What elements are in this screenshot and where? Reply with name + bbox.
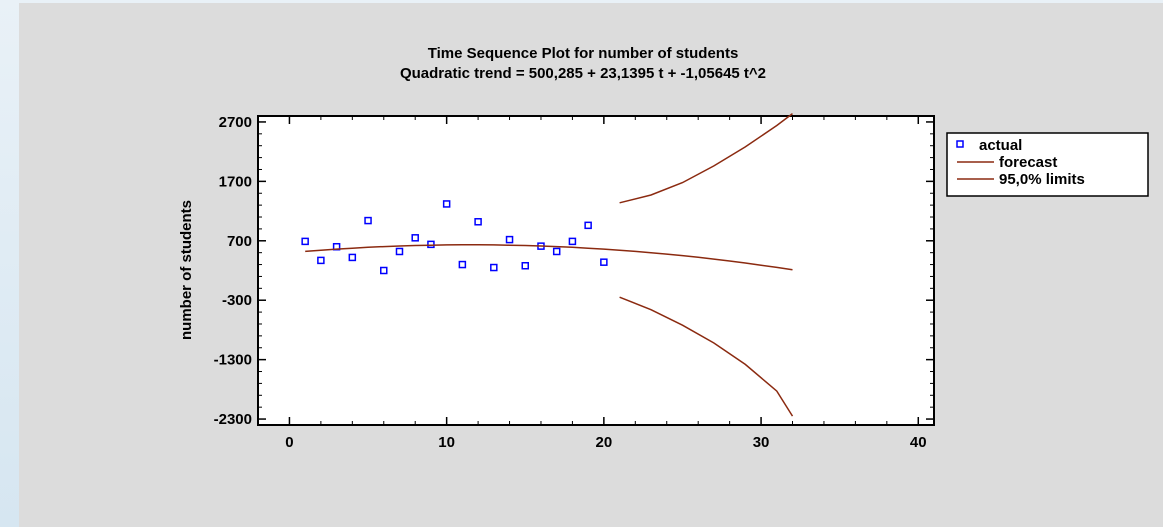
legend-label-forecast: forecast: [999, 154, 1057, 171]
series-line-1: [305, 244, 793, 271]
series-line-3: [619, 296, 794, 417]
data-point: [411, 234, 419, 242]
series-line-2: [619, 113, 793, 204]
data-point: [427, 240, 435, 249]
y-tick-labels: 2700 1700 700 -300 -1300 -2300: [214, 114, 252, 428]
x-tick-labels: 0 10 20 30 40: [285, 434, 926, 451]
x-tick-label: 0: [285, 434, 293, 451]
chart-title: Time Sequence Plot for number of student…: [428, 45, 739, 62]
data-point: [552, 247, 561, 256]
chart-panel: Time Sequence Plot for number of student…: [19, 3, 1163, 527]
y-axis-label: number of students: [178, 200, 195, 340]
data-point: [301, 237, 309, 246]
chart: Time Sequence Plot for number of student…: [178, 45, 1149, 451]
legend-label-limits: 95,0% limits: [999, 171, 1085, 188]
data-point: [584, 221, 592, 230]
data-point: [364, 216, 372, 225]
y-tick-label: 2700: [219, 114, 252, 131]
y-tick-label: -2300: [214, 411, 252, 428]
legend-marker-actual: [956, 140, 964, 148]
y-tick-label: 700: [227, 233, 252, 250]
legend: actual forecast 95,0% limits: [946, 132, 1149, 197]
x-tick-label: 30: [753, 434, 770, 451]
data-point: [317, 256, 325, 265]
series-layer: [301, 113, 794, 417]
legend-label-actual: actual: [979, 137, 1022, 154]
data-point: [380, 266, 388, 275]
data-point: [600, 258, 608, 266]
data-point: [442, 200, 451, 208]
plot-area: [257, 115, 935, 426]
data-point: [568, 237, 577, 246]
x-tick-label: 20: [596, 434, 613, 451]
y-tick-label: -300: [222, 292, 252, 309]
data-point: [490, 263, 498, 272]
data-point: [395, 247, 404, 256]
axis-ticks: [258, 116, 934, 425]
legend-box: [946, 132, 1149, 197]
x-tick-label: 40: [910, 434, 927, 451]
y-tick-label: -1300: [214, 352, 252, 369]
data-point: [458, 260, 467, 269]
x-tick-label: 10: [438, 434, 455, 451]
data-point: [521, 261, 530, 270]
chart-subtitle: Quadratic trend = 500,285 + 23,1395 t + …: [400, 65, 766, 82]
data-point: [348, 253, 357, 262]
data-point: [474, 218, 482, 226]
data-point: [505, 235, 514, 244]
y-tick-label: 1700: [219, 173, 252, 190]
